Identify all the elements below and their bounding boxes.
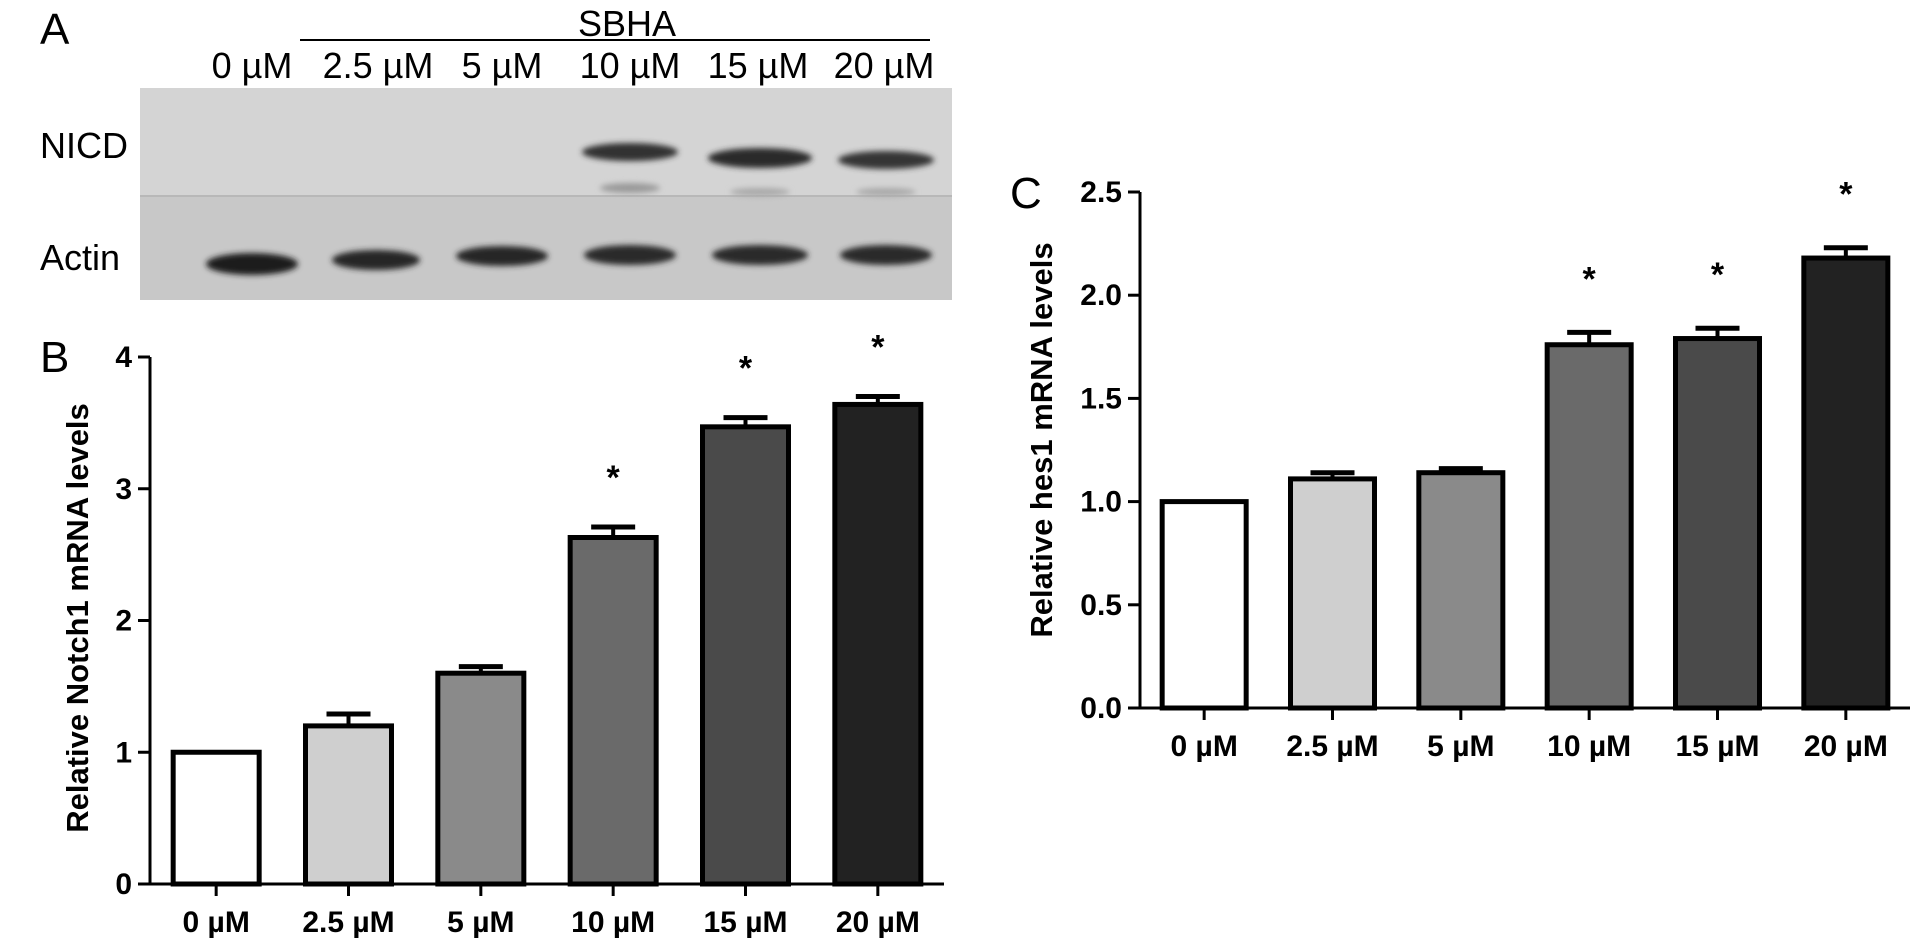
actin-band-5 [456, 246, 548, 266]
y-tick-label: 2.5 [1080, 176, 1122, 209]
x-tick-label: 15 µM [704, 906, 788, 939]
significance-marker: * [607, 459, 621, 497]
chart-c-y-axis-label: Relative hes1 mRNA levels [1024, 242, 1059, 637]
blot-lane-label: 20 µM [834, 45, 935, 86]
y-tick-label: 0.5 [1080, 589, 1122, 622]
bar [1159, 499, 1249, 711]
x-tick-label: 20 µM [1804, 730, 1888, 763]
x-tick-label: 10 µM [1547, 730, 1631, 763]
bar [1801, 255, 1891, 711]
y-tick-label: 2 [115, 605, 132, 638]
panel-label-c: C [1010, 169, 1042, 218]
actin-band-2-5 [332, 250, 420, 270]
actin-band-20 [840, 245, 932, 265]
bar [567, 534, 659, 887]
y-tick-label: 2.0 [1080, 279, 1122, 312]
nicd-band-10 [582, 143, 678, 161]
blot-row-label-actin: Actin [40, 237, 120, 278]
significance-marker: * [739, 350, 753, 388]
y-tick-label: 1.5 [1080, 382, 1122, 415]
bar [1288, 476, 1377, 711]
panel-label-a: A [40, 5, 70, 54]
bar [1416, 470, 1506, 711]
x-tick-label: 5 µM [1427, 730, 1494, 763]
significance-marker: * [1839, 176, 1853, 214]
blot-lane-label: 10 µM [580, 45, 681, 86]
blot-lane-label: 0 µM [212, 45, 293, 86]
blot-lane-label: 15 µM [708, 45, 809, 86]
y-tick-label: 1.0 [1080, 486, 1122, 519]
significance-marker: * [1711, 256, 1725, 294]
bar [1673, 336, 1762, 711]
x-tick-label: 0 µM [183, 906, 250, 939]
blot-row-label-nicd: NICD [40, 125, 128, 166]
y-tick-label: 0 [115, 868, 132, 901]
bar [303, 723, 394, 887]
x-tick-label: 15 µM [1676, 730, 1760, 763]
nicd-band-20 [838, 151, 934, 169]
bar [700, 424, 791, 887]
x-tick-label: 0 µM [1171, 730, 1238, 763]
y-tick-label: 0.0 [1080, 692, 1122, 725]
blot-lane-label: 2.5 µM [323, 45, 434, 86]
blot-treatment-label: SBHA [578, 3, 676, 44]
x-tick-label: 2.5 µM [302, 906, 394, 939]
x-tick-label: 20 µM [836, 906, 920, 939]
bar [170, 749, 262, 887]
chart-b: 0 1 2 3 4 0 µM 2.5 µM 5 µM * 10 µM * 15 µM * 20 µM [115, 329, 944, 939]
x-tick-label: 5 µM [447, 906, 514, 939]
bar [832, 401, 924, 887]
significance-marker: * [1583, 260, 1597, 298]
x-tick-label: 2.5 µM [1286, 730, 1378, 763]
x-tick-label: 10 µM [571, 906, 655, 939]
bar [435, 670, 527, 887]
actin-band-10 [584, 245, 676, 265]
chart-b-y-axis-label: Relative Notch1 mRNA levels [60, 403, 95, 833]
chart-c: 0.0 0.5 1.0 1.5 2.0 2.5 0 µM 2.5 µM 5 µM * 10 µM * 1… [1080, 176, 1910, 763]
bar [1544, 342, 1634, 711]
actin-band-15 [712, 245, 808, 265]
western-blot-image [140, 88, 952, 300]
actin-band-0 [206, 253, 298, 275]
blot-lane-label: 5 µM [462, 45, 543, 86]
panel-label-b: B [40, 333, 69, 382]
y-tick-label: 1 [115, 736, 132, 769]
significance-marker: * [871, 329, 885, 367]
nicd-band-15 [708, 148, 812, 168]
blot-lane-labels: 0 µM 2.5 µM 5 µM 10 µM 15 µM 20 µM [212, 45, 935, 86]
y-tick-label: 4 [115, 341, 132, 374]
y-tick-label: 3 [115, 473, 132, 506]
